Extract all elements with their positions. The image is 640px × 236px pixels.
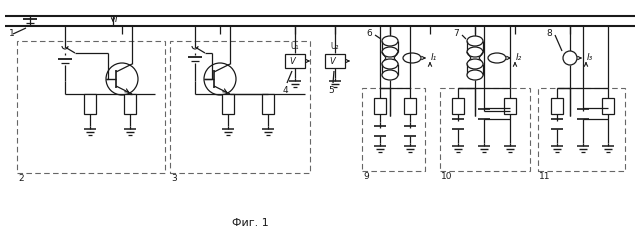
Bar	[602, 98, 614, 114]
Ellipse shape	[467, 59, 483, 69]
Text: I₃: I₃	[587, 52, 593, 62]
Bar	[440, 88, 530, 171]
Bar	[222, 94, 234, 114]
Circle shape	[106, 63, 138, 95]
Ellipse shape	[382, 70, 398, 80]
Ellipse shape	[467, 36, 483, 46]
Text: 10: 10	[441, 172, 452, 181]
Text: 1: 1	[9, 30, 15, 38]
Bar	[538, 88, 625, 171]
Bar	[374, 98, 386, 114]
Bar	[452, 98, 464, 114]
Text: 5: 5	[328, 86, 334, 95]
Bar	[124, 94, 136, 114]
Circle shape	[204, 63, 236, 95]
Ellipse shape	[488, 53, 506, 63]
Text: 7: 7	[453, 30, 459, 38]
Bar	[362, 88, 425, 171]
Text: 4: 4	[282, 86, 288, 95]
Text: V: V	[329, 56, 335, 66]
Bar	[551, 98, 563, 114]
Text: V: V	[289, 56, 295, 66]
Text: 8: 8	[547, 30, 552, 38]
Text: 3: 3	[171, 174, 177, 183]
Ellipse shape	[467, 70, 483, 80]
Text: Фиг. 1: Фиг. 1	[232, 218, 268, 228]
Text: I₁: I₁	[431, 52, 437, 62]
Ellipse shape	[382, 59, 398, 69]
Text: 2: 2	[18, 174, 24, 183]
Text: I₂: I₂	[516, 52, 522, 62]
Ellipse shape	[467, 47, 483, 57]
Bar	[404, 98, 416, 114]
Bar	[504, 98, 516, 114]
Bar	[285, 54, 305, 68]
Bar	[325, 54, 345, 68]
Bar	[262, 94, 274, 114]
Bar	[170, 41, 310, 173]
Text: U₂: U₂	[331, 42, 339, 51]
Bar	[17, 41, 165, 173]
Text: I: I	[115, 15, 118, 24]
Text: 6: 6	[366, 30, 372, 38]
Ellipse shape	[403, 53, 421, 63]
Ellipse shape	[382, 47, 398, 57]
Text: 11: 11	[539, 172, 550, 181]
Text: 9: 9	[363, 172, 369, 181]
Text: U₁: U₁	[291, 42, 300, 51]
Circle shape	[563, 51, 577, 65]
Ellipse shape	[382, 36, 398, 46]
Bar	[84, 94, 96, 114]
